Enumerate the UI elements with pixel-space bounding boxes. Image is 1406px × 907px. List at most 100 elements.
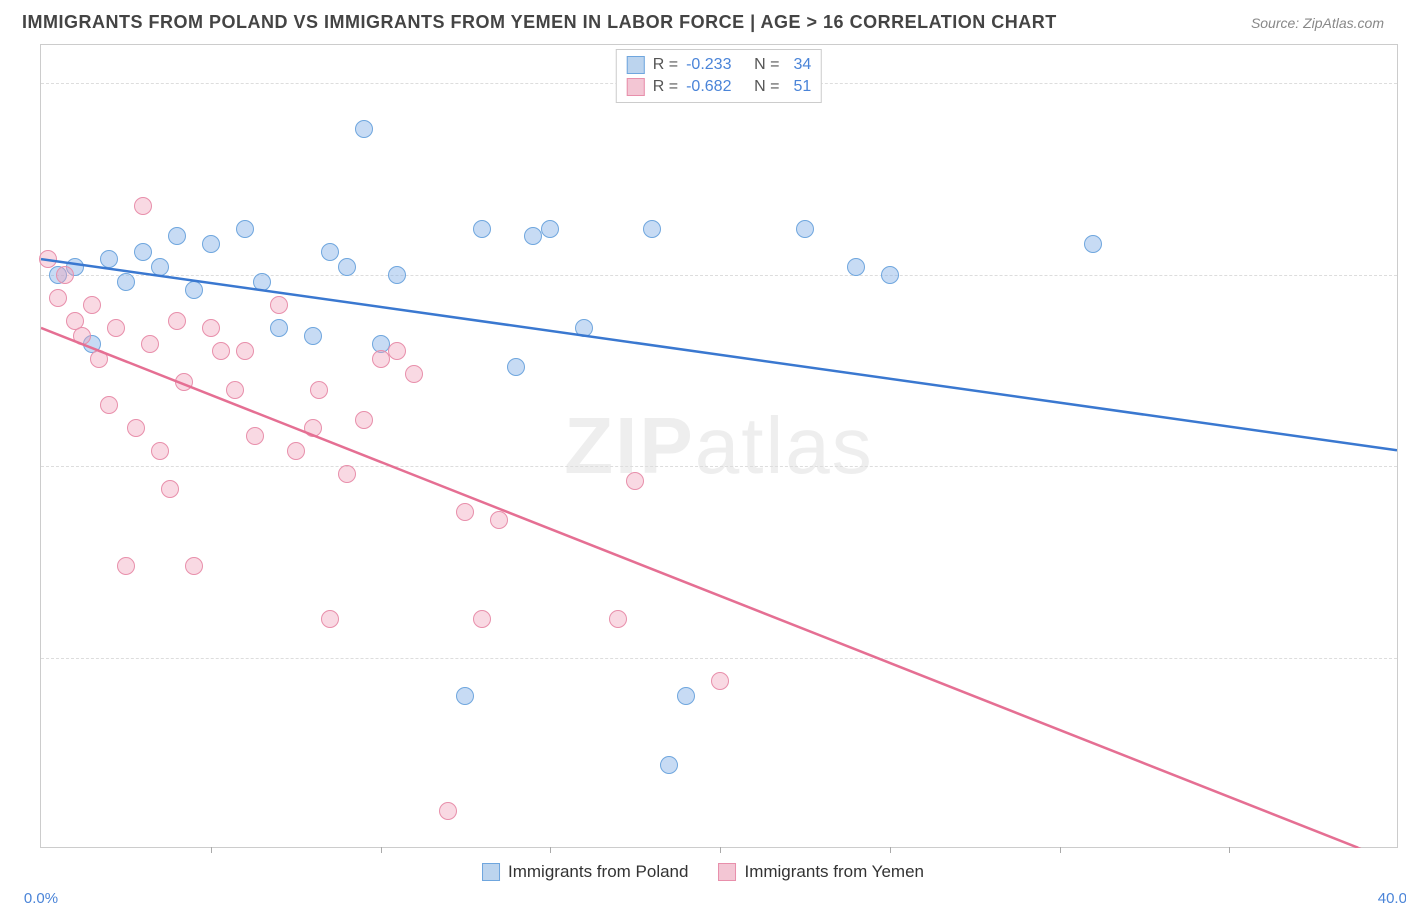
- legend-item: Immigrants from Poland: [482, 862, 688, 882]
- data-point: [355, 411, 373, 429]
- data-point: [185, 557, 203, 575]
- legend-swatch: [627, 56, 645, 74]
- data-point: [643, 220, 661, 238]
- data-point: [127, 419, 145, 437]
- data-point: [796, 220, 814, 238]
- n-value: 34: [793, 56, 811, 74]
- data-point: [338, 258, 356, 276]
- data-point: [134, 197, 152, 215]
- data-point: [117, 557, 135, 575]
- data-point: [168, 227, 186, 245]
- data-point: [100, 250, 118, 268]
- n-value: 51: [793, 78, 811, 96]
- data-point: [541, 220, 559, 238]
- data-point: [175, 373, 193, 391]
- data-point: [39, 250, 57, 268]
- r-label: R =: [653, 56, 678, 74]
- data-point: [321, 610, 339, 628]
- data-point: [355, 120, 373, 138]
- series-legend: Immigrants from Poland Immigrants from Ye…: [482, 862, 924, 882]
- data-point: [1084, 235, 1102, 253]
- data-point: [90, 350, 108, 368]
- x-tick: [1060, 847, 1061, 853]
- gridline: [41, 275, 1397, 276]
- data-point: [575, 319, 593, 337]
- data-point: [246, 427, 264, 445]
- data-point: [881, 266, 899, 284]
- legend-swatch: [718, 863, 736, 881]
- data-point: [168, 312, 186, 330]
- legend-item: Immigrants from Yemen: [718, 862, 924, 882]
- data-point: [236, 220, 254, 238]
- data-point: [338, 465, 356, 483]
- data-point: [660, 756, 678, 774]
- data-point: [711, 672, 729, 690]
- data-point: [310, 381, 328, 399]
- data-point: [388, 266, 406, 284]
- data-point: [609, 610, 627, 628]
- data-point: [202, 235, 220, 253]
- data-point: [212, 342, 230, 360]
- data-point: [253, 273, 271, 291]
- data-point: [626, 472, 644, 490]
- correlation-legend: R = -0.233 N = 34 R = -0.682 N = 51: [616, 49, 822, 103]
- data-point: [490, 511, 508, 529]
- data-point: [456, 503, 474, 521]
- data-point: [473, 610, 491, 628]
- data-point: [304, 419, 322, 437]
- x-tick-label: 40.0%: [1378, 890, 1406, 907]
- source-citation: Source: ZipAtlas.com: [1251, 15, 1384, 31]
- data-point: [439, 802, 457, 820]
- x-tick: [1229, 847, 1230, 853]
- data-point: [287, 442, 305, 460]
- data-point: [151, 442, 169, 460]
- plot-surface: 42.5%55.0%67.5%80.0%0.0%40.0%: [41, 45, 1397, 847]
- data-point: [473, 220, 491, 238]
- data-point: [202, 319, 220, 337]
- data-point: [677, 687, 695, 705]
- x-tick: [550, 847, 551, 853]
- n-label: N =: [754, 78, 779, 96]
- legend-row: R = -0.233 N = 34: [627, 54, 811, 76]
- data-point: [507, 358, 525, 376]
- data-point: [151, 258, 169, 276]
- chart-title: IMMIGRANTS FROM POLAND VS IMMIGRANTS FRO…: [22, 12, 1057, 33]
- r-label: R =: [653, 78, 678, 96]
- data-point: [107, 319, 125, 337]
- legend-row: R = -0.682 N = 51: [627, 76, 811, 98]
- r-value: -0.233: [686, 56, 740, 74]
- x-tick-label: 0.0%: [24, 890, 58, 907]
- data-point: [100, 396, 118, 414]
- x-tick: [211, 847, 212, 853]
- data-point: [270, 296, 288, 314]
- data-point: [388, 342, 406, 360]
- data-point: [524, 227, 542, 245]
- x-tick: [890, 847, 891, 853]
- data-point: [134, 243, 152, 261]
- data-point: [49, 289, 67, 307]
- legend-swatch: [627, 78, 645, 96]
- data-point: [56, 266, 74, 284]
- data-point: [83, 296, 101, 314]
- legend-swatch: [482, 863, 500, 881]
- data-point: [236, 342, 254, 360]
- r-value: -0.682: [686, 78, 740, 96]
- data-point: [226, 381, 244, 399]
- legend-label: Immigrants from Poland: [508, 862, 688, 882]
- n-label: N =: [754, 56, 779, 74]
- data-point: [117, 273, 135, 291]
- chart-area: ZIPatlas 42.5%55.0%67.5%80.0%0.0%40.0% R…: [40, 44, 1398, 848]
- data-point: [185, 281, 203, 299]
- data-point: [304, 327, 322, 345]
- data-point: [141, 335, 159, 353]
- data-point: [405, 365, 423, 383]
- data-point: [73, 327, 91, 345]
- data-point: [321, 243, 339, 261]
- data-point: [847, 258, 865, 276]
- x-tick: [381, 847, 382, 853]
- legend-label: Immigrants from Yemen: [744, 862, 924, 882]
- gridline: [41, 466, 1397, 467]
- gridline: [41, 658, 1397, 659]
- data-point: [372, 350, 390, 368]
- data-point: [270, 319, 288, 337]
